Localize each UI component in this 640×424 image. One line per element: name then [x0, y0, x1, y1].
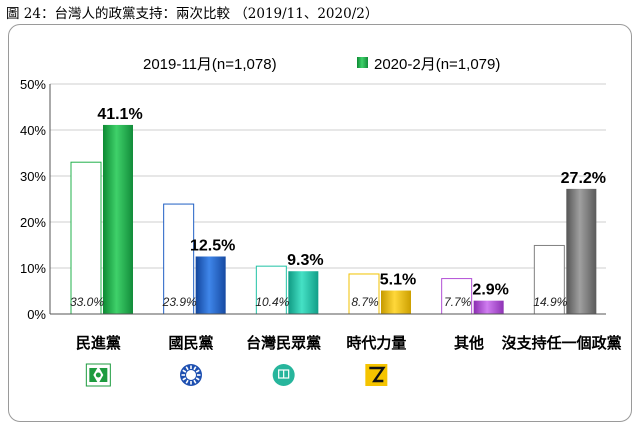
- kmt-logo-ray: [185, 366, 189, 371]
- kmt-logo-ray: [185, 379, 189, 384]
- data-label-2020: 27.2%: [561, 170, 606, 187]
- data-label-2019: 8.7%: [351, 295, 379, 309]
- x-category-label: 時代力量: [346, 334, 406, 352]
- bar-2020: [473, 300, 504, 314]
- x-category-label: 民進黨: [76, 334, 121, 352]
- y-axis: 0% 10% 20% 30% 40% 50%: [20, 77, 51, 322]
- dpp-logo-icon: [85, 363, 111, 387]
- tpp-logo-icon: [272, 364, 295, 386]
- x-axis: 民進黨 國民黨 台灣民眾黨 時代力量 其他 沒支持任一個政黨: [50, 313, 622, 352]
- x-category-label: 台灣民眾黨: [246, 334, 321, 352]
- data-label-2019: 33.0%: [70, 295, 104, 309]
- bar-2020: [566, 188, 597, 314]
- bars: [70, 124, 597, 315]
- bar-2019: [70, 161, 102, 315]
- x-category-label: 沒支持任一個政黨: [502, 334, 622, 352]
- party-logos: [85, 363, 388, 387]
- kmt-logo-ray: [193, 379, 197, 384]
- data-label-2019: 7.7%: [444, 295, 472, 309]
- bar-2020: [103, 124, 133, 314]
- data-labels: 33.0% 41.1% 23.9% 12.5% 10.4% 9.3% 8.7%5.1% 7.7…: [70, 106, 606, 309]
- y-tick-label: 20%: [20, 215, 46, 230]
- kmt-logo-sun: [186, 370, 196, 380]
- data-label-2020: 9.3%: [287, 252, 323, 269]
- bar-2019: [441, 278, 473, 315]
- dpp-logo-shape: [89, 368, 98, 382]
- npp-logo-icon: [365, 364, 388, 386]
- npp-logo-mark: [369, 366, 386, 383]
- kmt-logo-icon: [180, 364, 202, 386]
- dpp-logo-dot: [95, 372, 101, 378]
- y-tick-label: 30%: [20, 169, 46, 184]
- kmt-logo-ray: [193, 366, 197, 371]
- bar-2019: [163, 203, 195, 315]
- dpp-logo-shape: [99, 368, 108, 382]
- kmt-logo-ray: [182, 377, 187, 381]
- kmt-logo-ray: [195, 369, 200, 373]
- bar-2020: [195, 256, 226, 314]
- gridlines: [50, 83, 606, 269]
- legend-label-2020: 2020-2月(n=1,079): [374, 56, 500, 73]
- page-title: 圖 24：台灣人的政黨支持：兩次比較 （2019/11、2020/2）: [6, 6, 379, 22]
- bar-2020: [288, 271, 319, 314]
- data-label-2020: 2.9%: [472, 282, 508, 299]
- data-label-2019: 23.9%: [162, 295, 197, 309]
- data-label-2020: 12.5%: [190, 238, 235, 255]
- legend-label-2019: 2019-11月(n=1,078): [143, 56, 277, 73]
- y-tick-label: 10%: [20, 261, 46, 276]
- y-tick-label: 40%: [20, 123, 46, 138]
- data-label-2019: 10.4%: [255, 295, 289, 309]
- data-label-2020: 41.1%: [97, 106, 142, 123]
- y-tick-label: 0%: [27, 307, 46, 322]
- x-category-label: 國民黨: [168, 334, 213, 352]
- data-label-2020: 5.1%: [380, 272, 416, 289]
- x-category-label: 其他: [454, 334, 484, 352]
- legend-swatch-2020: [357, 57, 368, 68]
- data-label-2019: 14.9%: [533, 295, 567, 309]
- kmt-logo-ray: [182, 369, 187, 373]
- bar-2020: [381, 290, 411, 314]
- bar-2019: [255, 265, 287, 315]
- y-tick-label: 50%: [20, 77, 46, 92]
- kmt-logo-ray: [195, 377, 200, 381]
